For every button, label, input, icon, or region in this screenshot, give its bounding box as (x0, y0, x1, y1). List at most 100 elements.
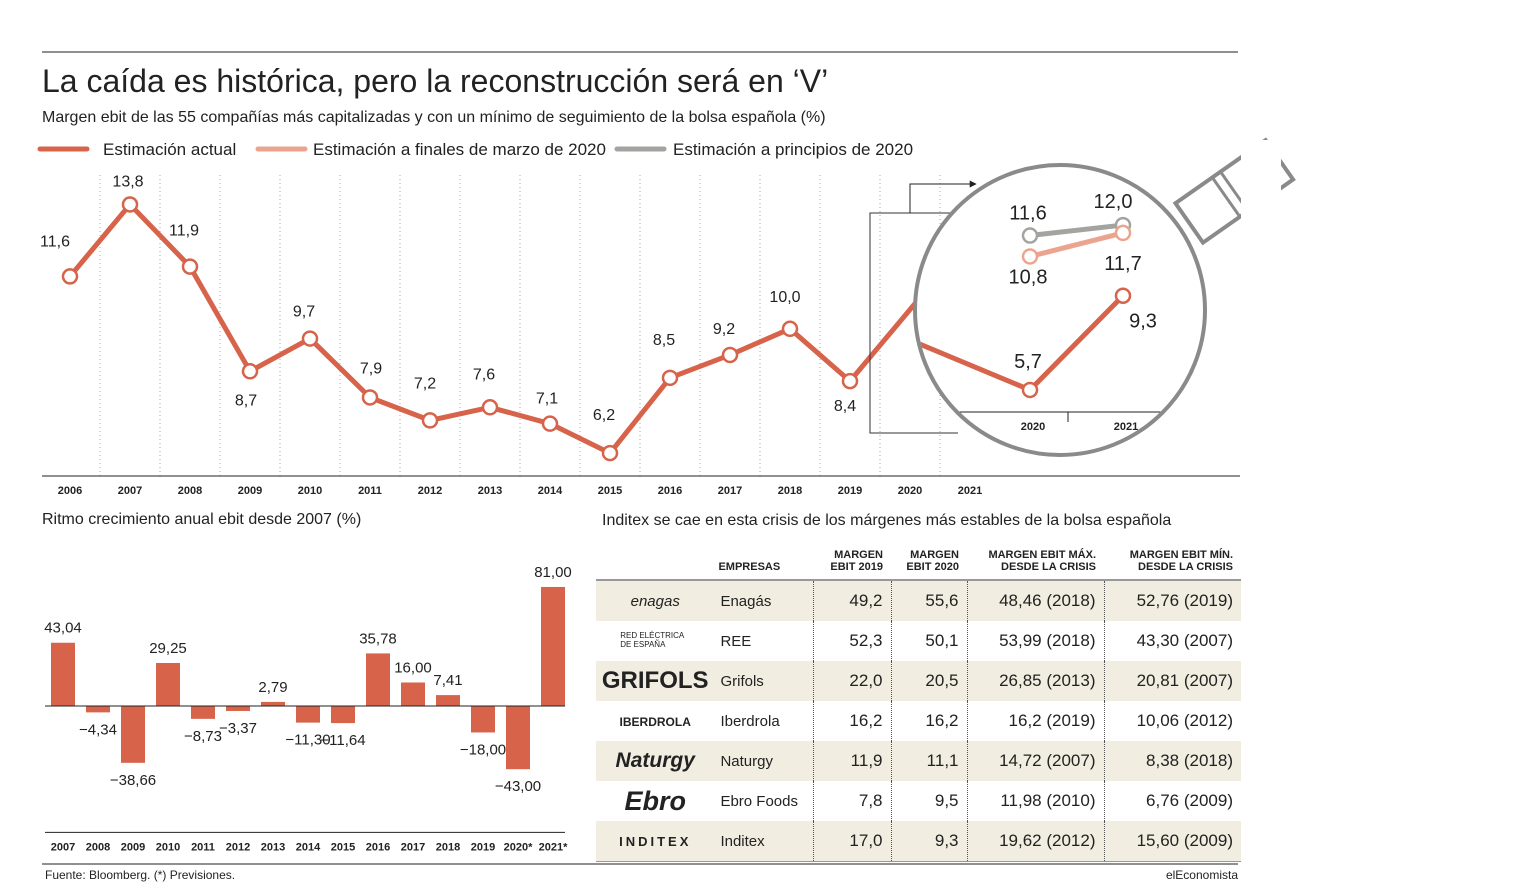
line (1029, 230, 1124, 259)
x-tick-label: 2006 (58, 485, 82, 497)
table-cell: 9,5 (890, 781, 967, 821)
table-cell: 16,2 (812, 701, 891, 741)
company-logo: RED ELÉCTRICA DE ESPAÑA (596, 621, 714, 661)
value-label: 35,78 (359, 630, 397, 647)
value-label: 43,04 (44, 620, 82, 637)
point (1021, 227, 1039, 244)
value-label: 8,7 (235, 392, 257, 409)
value-label: 16,00 (394, 659, 432, 676)
connector (848, 298, 920, 383)
handle-line (1211, 176, 1242, 218)
line (68, 201, 852, 456)
source: Fuente: Bloomberg. (*) Previsiones. (45, 868, 235, 882)
point (721, 346, 739, 364)
point (1021, 248, 1039, 265)
value-label: 5,7 (1014, 351, 1042, 373)
company-name: Enagás (714, 580, 813, 621)
x-tick-label: 2018 (778, 485, 802, 497)
table-row: Ebro Ebro Foods 7,8 9,5 11,98 (2010) 6,76 (20… (596, 781, 1241, 821)
margin-table: EMPRESAS MARGEN EBIT 2019 MARGEN EBIT 20… (596, 540, 1241, 862)
company-logo: enagas (596, 580, 715, 621)
header-cell: MARGEN EBIT MÁX. DESDE LA CRISIS (967, 540, 1104, 581)
table-cell: 19,62 (2012) (966, 821, 1104, 862)
bar (226, 706, 250, 711)
x-tick-label: 2009 (121, 841, 145, 853)
company-name: REE (720, 632, 752, 650)
table-title: Inditex se cae en esta crisis de los már… (602, 512, 1171, 529)
value-label: −4,34 (79, 721, 117, 738)
value-label: 10,8 (1009, 266, 1048, 288)
company-name: Naturgy (714, 741, 813, 781)
lens (913, 163, 1207, 457)
x-tick-label: 2009 (238, 485, 262, 497)
value-label: −8,73 (184, 728, 222, 745)
table-cell: 11,9 (812, 741, 891, 781)
x-tick-label: 2016 (366, 841, 390, 853)
value-label: 6,2 (593, 407, 615, 424)
x-tick-label: 2013 (478, 485, 502, 497)
table-cell: 11,1 (890, 741, 967, 781)
zoom-arrow (909, 180, 977, 213)
x-tick-label: 2016 (658, 485, 682, 497)
company-name: Iberdrola (720, 712, 780, 730)
x-tick-label: 2021 (958, 485, 982, 497)
table-cell: 26,85 (2013) (966, 661, 1104, 701)
table-row: RED ELÉCTRICA DE ESPAÑA REE 52,3 50,1 53,99 … (596, 621, 1241, 661)
company-logo: GRIFOLS (596, 661, 715, 701)
x-tick-label: 2020* (504, 841, 533, 853)
point (361, 389, 379, 406)
table-cell: 52,3 (812, 621, 891, 661)
table-cell: 8,38 (2018) (1103, 741, 1241, 781)
bar (51, 642, 75, 707)
x-tick-label: 2011 (358, 485, 382, 497)
bar (471, 706, 495, 733)
handle-cover (1241, 140, 1281, 260)
logo-text: IBERDROLA (619, 715, 691, 729)
lens-x-label: 2020 (1021, 421, 1045, 433)
table-row: GRIFOLS Grifols 22,0 20,5 26,85 (2013) 20,81 … (596, 661, 1241, 701)
table-cell: 16,2 (2019) (966, 701, 1104, 741)
value-label: −18,00 (460, 741, 506, 758)
line (1028, 293, 1125, 392)
legend-label: Estimación a principios de 2020 (673, 140, 913, 159)
header-cell: MARGEN EBIT 2019 (813, 540, 891, 581)
x-tick-label: 2017 (718, 485, 742, 497)
x-tick-label: 2018 (436, 841, 460, 853)
bar (506, 706, 530, 770)
bar (261, 701, 285, 707)
point (121, 196, 139, 213)
value-label: 13,8 (112, 173, 143, 190)
table-cell: 9,3 (890, 821, 967, 862)
value-label: −43,00 (495, 778, 541, 795)
table-cell: 10,06 (2012) (1103, 701, 1241, 741)
value-label: 9,2 (713, 321, 735, 338)
value-label: −3,37 (219, 720, 257, 737)
header-cell (596, 540, 715, 581)
x-tick-label: 2017 (401, 841, 425, 853)
x-tick-label: 2014 (538, 485, 563, 497)
x-tick-label: 2007 (118, 485, 142, 497)
table-cell: 55,6 (890, 580, 967, 621)
table-row: enagas Enagás 49,2 55,6 48,46 (2018) 52,76 (2… (596, 580, 1241, 621)
table-row: Naturgy Naturgy 11,9 11,1 14,72 (2007) 8,38 (… (596, 741, 1241, 781)
x-tick-label: 2007 (51, 841, 75, 853)
table-cell: 50,1 (890, 621, 967, 661)
table-row: IBERDROLA Iberdrola 16,2 16,2 16,2 (2019) 10,… (596, 701, 1241, 741)
value-label: −38,66 (110, 772, 156, 789)
point (181, 258, 199, 275)
point (841, 372, 859, 390)
value-label: 81,00 (534, 564, 572, 581)
bar (296, 706, 320, 723)
x-tick-label: 2019 (471, 841, 495, 853)
x-tick-label: 2010 (298, 485, 322, 497)
x-tick-label: 2014 (296, 841, 321, 853)
table-cell: 20,5 (890, 661, 967, 701)
connector (917, 337, 1031, 393)
bar (331, 706, 355, 724)
company-logo: INDITEX (596, 821, 715, 862)
value-label: 12,0 (1094, 191, 1133, 213)
point (1021, 381, 1039, 399)
table-cell: 15,60 (2009) (1103, 821, 1241, 862)
bar (86, 706, 110, 713)
